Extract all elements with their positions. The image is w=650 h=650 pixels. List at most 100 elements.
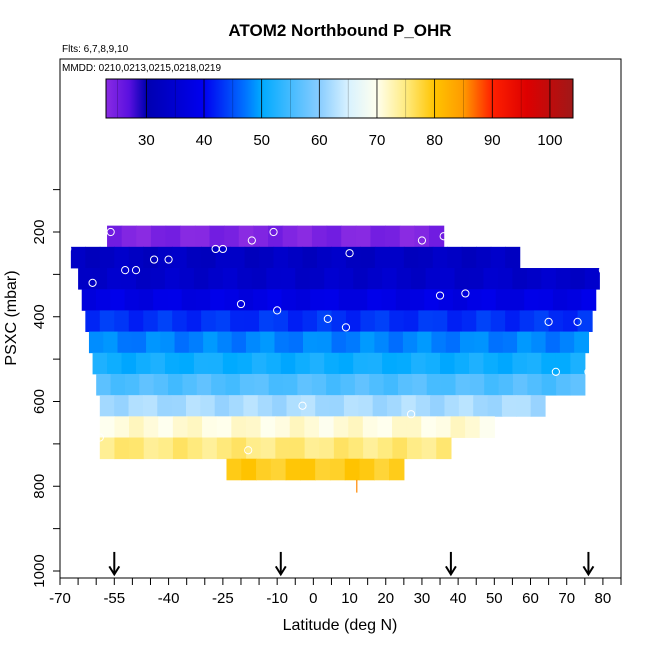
heatmap-cell [326,373,342,396]
heatmap-cell [370,225,386,248]
heatmap-cell [584,268,600,290]
x-tick-label: 0 [309,590,317,607]
heatmap-cell [348,437,364,460]
heatmap-cell [179,268,195,290]
heatmap-cell [333,437,350,460]
heatmap-cell [114,416,130,438]
heatmap-cell [229,395,245,417]
y-tick-label: 1000 [31,554,48,587]
heatmap-cell [239,373,255,396]
heatmap-cell [548,310,564,332]
x-tick-label: 50 [486,590,503,607]
heatmap-cell [172,437,189,460]
heatmap-cell [193,268,209,290]
heatmap-cell [99,416,116,438]
chart-title: ATOM2 Northbound P_OHR [228,21,451,40]
heatmap-cell [454,352,470,375]
sample-point [150,255,159,264]
heatmap-cell [324,268,340,290]
heatmap-cell [476,310,492,332]
heatmap-cell [295,268,311,290]
y-tick-label: 200 [31,219,48,244]
heatmap-cell [158,416,174,438]
down-arrow-icon [108,551,121,577]
heatmap-cell [275,437,291,460]
heatmap-cell [275,416,291,438]
heatmap-cell [214,395,230,417]
heatmap-cell [117,331,133,354]
heatmap-cell [396,268,412,290]
heatmap-cell [158,437,174,460]
heatmap-cell [202,437,218,460]
heatmap-cell [497,268,514,290]
heatmap-cell [526,352,542,375]
heatmap-cell [458,395,474,417]
heatmap-cell [516,395,532,417]
heatmap-cell [186,310,202,332]
sample-point [573,317,582,326]
heatmap-cell [392,416,408,438]
heatmap-cell [110,373,126,396]
heatmap-cell [187,416,203,438]
x-tick-label: 70 [558,590,575,607]
heatmap-cell [345,310,362,332]
heatmap-cell [231,331,247,354]
y-axis: 200 400 600 800 1000 [31,189,60,588]
heatmap-cell [273,310,289,332]
heatmap-cell [186,246,202,269]
heatmap-cell [257,395,273,417]
heatmap-cell [295,352,311,375]
plot-frame [59,58,622,579]
heatmap-cell [245,416,262,438]
heatmap-cell [245,331,261,354]
heatmap-cell [304,416,320,438]
heatmap-cell [388,331,404,354]
sample-point [551,367,560,376]
sample-point [406,410,416,419]
heatmap-cell [230,246,246,269]
heatmap-cell [353,268,369,290]
heatmap-cell [425,268,441,290]
heatmap-cell [392,437,408,460]
heatmap-cell [302,310,318,332]
heatmap-cell [251,268,267,290]
heatmap-cell [167,289,183,311]
heatmap-cell [570,352,586,375]
heatmap-cell [483,268,499,290]
heatmap-cell [374,246,390,269]
heatmap-cell [114,395,130,417]
heatmap-cell [367,352,383,375]
heatmap-cell [487,395,503,417]
heatmap-cell [431,331,447,354]
heatmap-cell [165,225,181,248]
heatmap-cell [288,246,304,269]
heatmap-cell [387,395,402,417]
heatmap-cell [237,352,253,375]
down-arrow-icon [582,551,595,577]
heatmap-cell [407,437,423,460]
heatmap-cell [259,310,275,332]
heatmap-cell [406,416,422,438]
heatmap-cell [382,268,398,290]
heatmap-cell [505,246,521,269]
heatmap-cell [244,310,260,332]
heatmap-cell [441,373,457,396]
heatmap-cell [124,289,140,311]
heatmap-cell [348,416,364,438]
heatmap-cell [143,437,159,460]
heatmap-cell [179,352,195,375]
heatmap-cell [567,289,582,311]
sample-point [95,433,104,442]
heatmap-cell [374,331,390,354]
sample-point [461,289,470,298]
heatmap-cell [421,416,437,438]
heatmap-cell [310,289,326,311]
heatmap-cell [476,246,492,269]
heatmap-cell [295,289,311,311]
heatmap-cell [425,352,441,375]
heatmap-cell [403,310,419,332]
heatmap-cell [331,310,347,332]
heatmap-cell [438,289,454,311]
heatmap-cell [362,416,379,438]
heatmap-cell [222,352,238,375]
